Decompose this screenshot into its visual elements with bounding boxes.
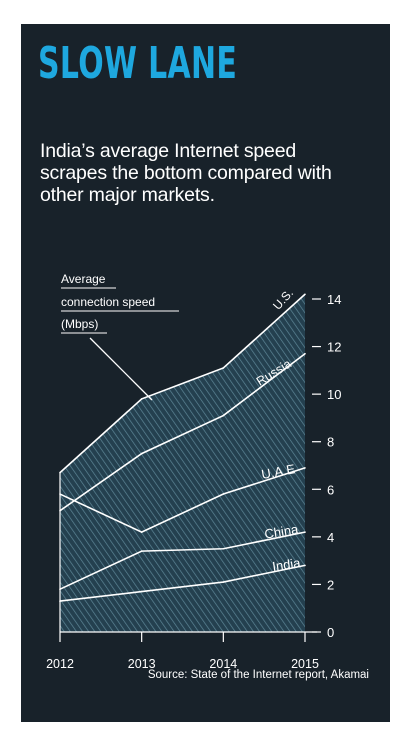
y-tick-label-10: 10 [327, 387, 341, 402]
y-tick-label-2: 2 [327, 577, 334, 592]
axis-layer: 2012 2013 2014 2015 0 2 4 6 8 10 12 14 [46, 292, 341, 671]
series-line-russia [59, 353, 306, 512]
data-point-us-2015 [304, 293, 306, 296]
series-line-us [59, 293, 306, 474]
data-point-india-2013 [140, 590, 143, 593]
area-fill-layer [60, 294, 305, 632]
y-axis-label-line-1: Average [61, 272, 106, 286]
data-point-china-2015 [304, 531, 306, 533]
y-axis-label-leader [89, 337, 153, 401]
y-tick-label-12: 12 [327, 340, 341, 355]
data-point-russia-2013 [140, 452, 143, 455]
series-label-uae: U.A.E [260, 461, 296, 482]
series-line-layer [59, 293, 306, 602]
data-point-uae-2015 [304, 467, 306, 469]
subtitle: India’s average Internet speed scrapes t… [40, 140, 332, 206]
x-tick-label-2012: 2012 [46, 657, 74, 671]
data-point-uae-2013 [140, 531, 143, 533]
y-tick-label-0: 0 [327, 625, 334, 640]
y-tick-label-6: 6 [327, 482, 334, 497]
series-label-india: India [271, 555, 302, 574]
area-hatch [60, 294, 305, 632]
data-point-russia-2015 [304, 352, 306, 355]
series-line-china [59, 531, 306, 590]
series-line-uae [59, 467, 306, 533]
data-point-uae-2014 [222, 493, 225, 495]
headline: SLOW LANE [38, 38, 238, 89]
x-tick-label-2013: 2013 [128, 657, 156, 671]
y-tick-label-14: 14 [327, 292, 341, 307]
source-note: Source: State of the Internet report, Ak… [147, 669, 369, 681]
data-point-china-2013 [140, 550, 143, 552]
series-line-india [59, 564, 306, 602]
data-point-russia-2014 [222, 414, 225, 417]
data-point-india-2015 [304, 564, 306, 567]
data-point-us-2014 [222, 367, 225, 369]
data-point-china-2014 [222, 547, 225, 550]
data-point-us-2013 [140, 398, 143, 400]
data-point-india-2014 [222, 581, 225, 583]
x-tick-label-2015: 2015 [291, 657, 319, 671]
x-tick-label-2014: 2014 [209, 657, 237, 671]
y-axis-label-line-2: connection speed [61, 295, 155, 309]
y-axis-label-line-3: (Mbps) [61, 317, 98, 331]
y-tick-label-8: 8 [327, 435, 334, 450]
series-label-china: China [263, 521, 300, 541]
y-tick-label-4: 4 [327, 530, 334, 545]
